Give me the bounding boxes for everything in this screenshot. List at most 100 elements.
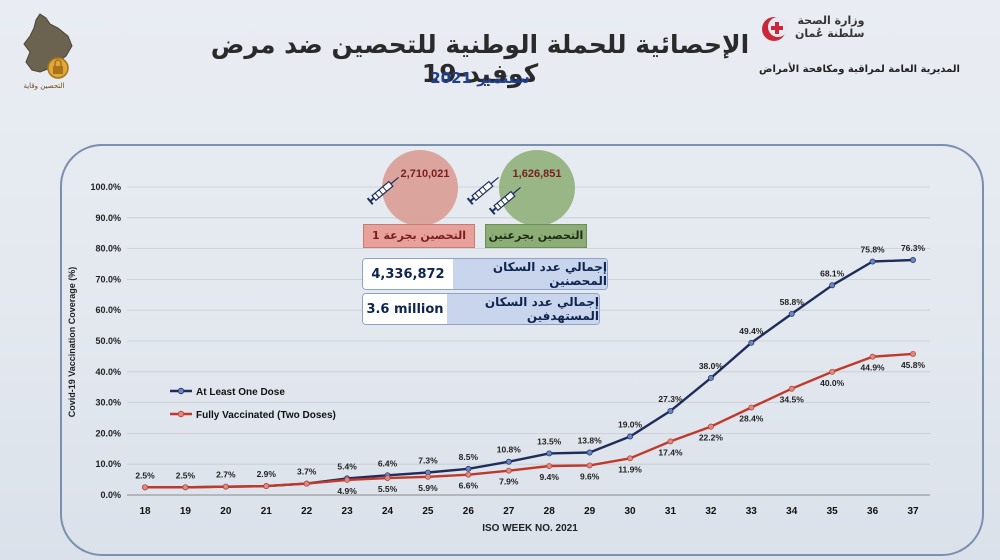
series-point-2 (505, 467, 512, 474)
series-point-2 (748, 404, 755, 411)
total-vaccinated-label: إجمالي عدد السكان المحصنين (453, 259, 607, 289)
total-vaccinated-value: 4,336,872 (363, 259, 453, 289)
series-point-2 (910, 350, 916, 357)
data-label-2: 22.2% (699, 433, 724, 443)
data-label-2: 5.9% (418, 483, 438, 493)
data-label-1: 13.5% (537, 436, 562, 446)
total-vaccinated-box: 4,336,872 إجمالي عدد السكان المحصنين (362, 258, 608, 290)
y-tick-label: 0.0% (100, 490, 121, 500)
data-label-1: 27.3% (658, 394, 683, 404)
data-label-1: 8.5% (459, 452, 479, 462)
series-point-2 (303, 480, 310, 487)
oman-map-logo-icon (23, 13, 73, 79)
series-point-2 (384, 475, 391, 482)
target-population-label: إجمالي عدد السكان المستهدفين (447, 294, 599, 324)
series-point-1 (748, 339, 755, 346)
x-tick-label: 25 (422, 506, 434, 517)
dose1-count: 2,710,021 (401, 168, 450, 180)
y-tick-label: 30.0% (95, 398, 121, 408)
x-tick-label: 31 (665, 506, 677, 517)
data-label-1: 2.5% (176, 470, 196, 480)
data-label-1: 2.7% (216, 470, 236, 480)
data-label-2: 34.5% (780, 395, 805, 405)
series-point-2 (344, 476, 351, 483)
data-label-2: 7.9% (499, 477, 519, 487)
data-label-2: 9.6% (580, 471, 600, 481)
x-tick-label: 18 (139, 506, 151, 517)
ministry-line1: وزارة الصحة (797, 14, 865, 27)
data-label-2: 11.9% (618, 464, 642, 474)
legend-marker-dose2 (177, 410, 185, 418)
y-tick-label: 70.0% (95, 274, 121, 284)
dose1-label-pill: التحصين بجرعة 1 (363, 224, 475, 248)
x-tick-label: 26 (463, 506, 475, 517)
logo-caption: التحصين وقاية (23, 82, 65, 90)
data-label-2: 40.0% (820, 378, 845, 388)
data-label-1: 10.8% (497, 445, 522, 455)
data-label-2: 44.9% (861, 363, 886, 373)
data-label-2: 6.6% (459, 481, 479, 491)
page-title: الإحصائية للحملة الوطنية للتحصين ضد مرض … (210, 30, 750, 88)
data-label-1: 5.4% (337, 461, 357, 471)
y-tick-label: 40.0% (95, 367, 121, 377)
y-tick-label: 90.0% (95, 213, 121, 223)
data-label-1: 2.9% (257, 469, 277, 479)
x-tick-label: 33 (746, 506, 758, 517)
series-point-1 (586, 449, 593, 456)
series-point-2 (707, 423, 714, 430)
ministry-line2: سلطنة عُمان (795, 27, 865, 40)
series-point-2 (182, 484, 189, 491)
series-point-2 (424, 473, 431, 480)
data-label-1: 7.3% (418, 456, 438, 466)
series-line-2 (145, 352, 914, 489)
series-point-2 (263, 483, 270, 490)
x-tick-label: 23 (342, 506, 354, 517)
dose1-circle (382, 150, 458, 226)
series-point-1 (627, 433, 634, 440)
y-axis-title: Covid-19 Vaccination Coverage (%) (67, 267, 77, 418)
data-label-1: 19.0% (618, 419, 643, 429)
legend-marker-dose1 (177, 387, 185, 395)
series-point-2 (546, 463, 553, 469)
ministry-name: وزارة الصحة سلطنة عُمان (795, 14, 864, 40)
series-point-2 (586, 462, 593, 469)
data-label-1: 68.1% (820, 268, 845, 278)
syringe-icon (366, 176, 399, 205)
target-population-box: 3.6 million إجمالي عدد السكان المستهدفين (362, 293, 600, 325)
x-tick-label: 29 (584, 506, 596, 517)
series-point-1 (505, 458, 512, 465)
x-tick-label: 32 (705, 506, 717, 517)
syringe-icon (488, 186, 521, 215)
x-axis-title: ISO WEEK NO. 2021 (482, 523, 578, 534)
series-point-1 (829, 282, 836, 289)
x-tick-label: 37 (907, 506, 919, 517)
x-tick-label: 24 (382, 506, 394, 517)
data-label-1: 6.4% (378, 458, 398, 468)
series-point-2 (627, 455, 634, 462)
data-label-2: 17.4% (658, 447, 683, 457)
x-tick-label: 22 (301, 506, 313, 517)
series-point-1 (869, 258, 876, 265)
red-crescent-icon (762, 17, 788, 41)
data-label-1: 2.5% (135, 470, 155, 480)
data-label-1: 58.8% (780, 297, 805, 307)
data-label-2: 5.5% (378, 484, 398, 494)
y-tick-label: 60.0% (95, 305, 121, 315)
department-name: المديرية العامة لمراقبة ومكافحة الأمراض (759, 64, 960, 75)
page-subtitle: سبتمبر 2021 (430, 69, 530, 87)
data-label-2: 9.4% (540, 472, 560, 482)
dose2-label-pill: التحصين بجرعتين (485, 224, 587, 248)
x-tick-label: 28 (544, 506, 556, 517)
dose2-circle (499, 150, 575, 226)
series-point-1 (910, 257, 916, 263)
dose1-summary: 2,710,021 (366, 150, 458, 226)
x-tick-label: 36 (867, 506, 879, 517)
x-tick-label: 21 (261, 506, 273, 517)
data-label-1: 75.8% (861, 245, 886, 255)
x-tick-label: 35 (827, 506, 839, 517)
y-tick-label: 80.0% (95, 244, 121, 254)
series-point-2 (667, 438, 674, 445)
ministry-block: وزارة الصحة سلطنة عُمان المديرية العامة … (759, 14, 960, 75)
x-tick-label: 27 (503, 506, 515, 517)
